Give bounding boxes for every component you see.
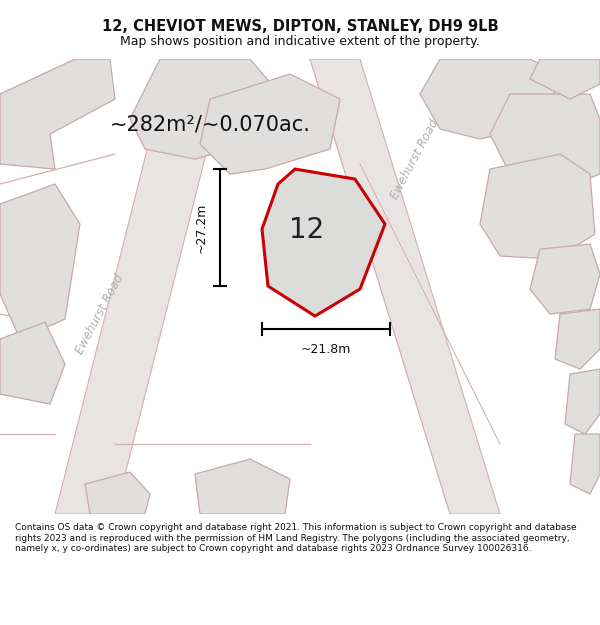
Polygon shape <box>570 434 600 494</box>
Text: 12, CHEVIOT MEWS, DIPTON, STANLEY, DH9 9LB: 12, CHEVIOT MEWS, DIPTON, STANLEY, DH9 9… <box>101 19 499 34</box>
Polygon shape <box>0 322 65 404</box>
Polygon shape <box>420 59 560 139</box>
Text: 12: 12 <box>289 216 325 244</box>
Polygon shape <box>195 459 290 514</box>
Polygon shape <box>490 94 600 189</box>
Polygon shape <box>130 59 280 159</box>
Polygon shape <box>565 369 600 434</box>
Polygon shape <box>85 472 150 514</box>
Polygon shape <box>555 309 600 369</box>
Polygon shape <box>262 169 385 316</box>
Polygon shape <box>55 59 230 514</box>
Polygon shape <box>200 74 340 174</box>
Text: Map shows position and indicative extent of the property.: Map shows position and indicative extent… <box>120 35 480 48</box>
Text: Ewehurst Road: Ewehurst Road <box>388 117 442 201</box>
Polygon shape <box>530 59 600 99</box>
Text: Contains OS data © Crown copyright and database right 2021. This information is : Contains OS data © Crown copyright and d… <box>15 523 577 553</box>
Text: ~27.2m: ~27.2m <box>195 202 208 252</box>
Text: ~282m²/~0.070ac.: ~282m²/~0.070ac. <box>110 114 310 134</box>
Polygon shape <box>0 59 115 169</box>
Polygon shape <box>310 59 500 514</box>
Polygon shape <box>530 244 600 314</box>
Polygon shape <box>0 184 80 339</box>
Text: ~21.8m: ~21.8m <box>301 343 351 356</box>
Text: Ewehurst Road: Ewehurst Road <box>73 272 127 356</box>
Polygon shape <box>480 154 595 259</box>
